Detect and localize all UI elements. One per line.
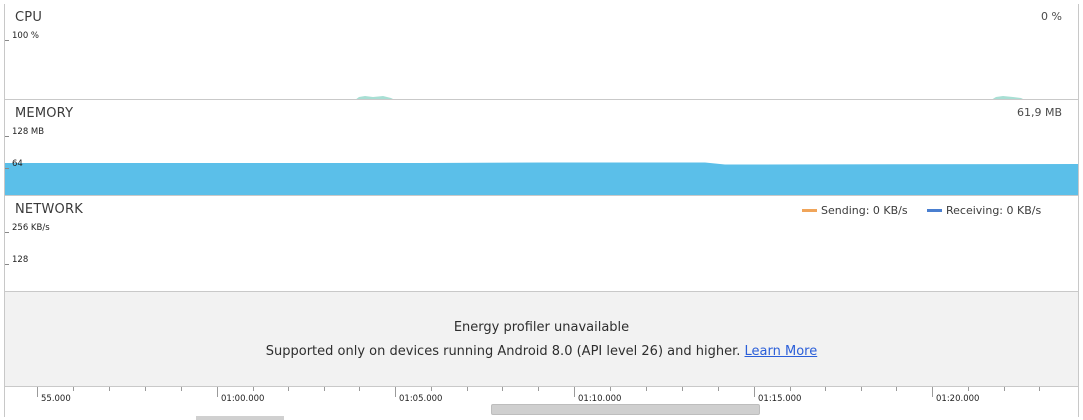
timeline-minor-tick (968, 387, 969, 391)
legend-receiving: Receiving: 0 KB/s (927, 204, 1041, 217)
timeline-minor-tick (109, 387, 110, 391)
timeline-scrollbar-thumb[interactable] (491, 404, 760, 415)
sending-swatch (802, 209, 817, 212)
energy-unavailable-title: Energy profiler unavailable (453, 320, 630, 335)
network-mid-tick (5, 264, 9, 265)
cpu-axis-max: 100 % (12, 31, 40, 41)
cpu-blip (356, 96, 393, 99)
receiving-label: Receiving: 0 KB/s (946, 204, 1042, 217)
timeline-label: 55.000 (41, 394, 71, 404)
timeline-major-tick (932, 387, 933, 397)
timeline-minor-tick (1004, 387, 1005, 391)
timeline-label: 01:05.000 (399, 394, 443, 404)
timeline-minor-tick (288, 387, 289, 391)
timeline-minor-tick (646, 387, 647, 391)
network-axis-mid: 128 (12, 255, 29, 265)
receiving-swatch (927, 209, 942, 212)
timeline-minor-tick (896, 387, 897, 391)
timeline-minor-tick (682, 387, 683, 391)
memory-graph (5, 162, 1078, 195)
cpu-blip (992, 96, 1023, 99)
timeline-minor-tick (324, 387, 325, 391)
timeline-minor-tick (1039, 387, 1040, 391)
memory-axis-max: 128 MB (12, 127, 45, 137)
memory-title: MEMORY (15, 106, 74, 121)
memory-monitor[interactable]: MEMORY 61,9 MB 128 MB 64 (5, 100, 1078, 196)
timeline-scrollbar[interactable] (5, 403, 1078, 417)
energy-unavailable-message: Supported only on devices running Androi… (5, 344, 1078, 359)
memory-area (5, 162, 1078, 195)
timeline-major-tick (37, 387, 38, 397)
timeline-minor-tick (359, 387, 360, 391)
sending-label: Sending: 0 KB/s (821, 204, 908, 217)
timeline-minor-tick (825, 387, 826, 391)
timeline-major-tick (217, 387, 218, 397)
timeline-major-tick (574, 387, 575, 397)
network-axis-max: 256 KB/s (12, 223, 50, 233)
legend-sending: Sending: 0 KB/s (802, 204, 908, 217)
timeline-minor-tick (181, 387, 182, 391)
timeline-minor-tick (861, 387, 862, 391)
timeline-minor-tick (73, 387, 74, 391)
memory-axis-mid: 64 (12, 159, 23, 169)
timeline-major-tick (754, 387, 755, 397)
cpu-graph (356, 96, 1023, 99)
timeline-label: 01:10.000 (578, 394, 622, 404)
cpu-monitor[interactable]: CPU 0 % 100 % (5, 4, 1078, 100)
cpu-axis-tick (5, 40, 9, 41)
energy-monitor: Energy profiler unavailable Supported on… (5, 292, 1078, 387)
network-axis-tick (5, 232, 9, 233)
memory-axis-tick (5, 136, 9, 137)
memory-mid-tick (5, 168, 9, 169)
timeline-major-tick (395, 387, 396, 397)
timeline-minor-tick (718, 387, 719, 391)
timeline-minor-tick (790, 387, 791, 391)
timeline-minor-tick (502, 387, 503, 391)
timeline-minor-tick (467, 387, 468, 391)
timeline-minor-tick (431, 387, 432, 391)
network-title: NETWORK (15, 202, 83, 217)
memory-value: 61,9 MB (1016, 106, 1062, 119)
timeline-minor-tick (538, 387, 539, 391)
timeline-minor-tick (253, 387, 254, 391)
timeline-minor-tick (610, 387, 611, 391)
timeline-axis[interactable]: 55.000 01:00.000 01:05.000 01:10.000 01:… (5, 387, 1078, 420)
energy-message-text: Supported only on devices running Androi… (265, 344, 741, 359)
timeline-label: 01:00.000 (221, 394, 265, 404)
cpu-title: CPU (15, 10, 43, 25)
bottom-scroll-edge (196, 416, 284, 420)
network-monitor[interactable]: NETWORK Sending: 0 KB/s Receiving: 0 KB/… (5, 196, 1078, 292)
timeline-minor-tick (145, 387, 146, 391)
timeline-label: 01:20.000 (936, 394, 980, 404)
learn-more-link[interactable]: Learn More (744, 344, 818, 359)
cpu-value: 0 % (1041, 10, 1062, 23)
timeline-label: 01:15.000 (758, 394, 802, 404)
